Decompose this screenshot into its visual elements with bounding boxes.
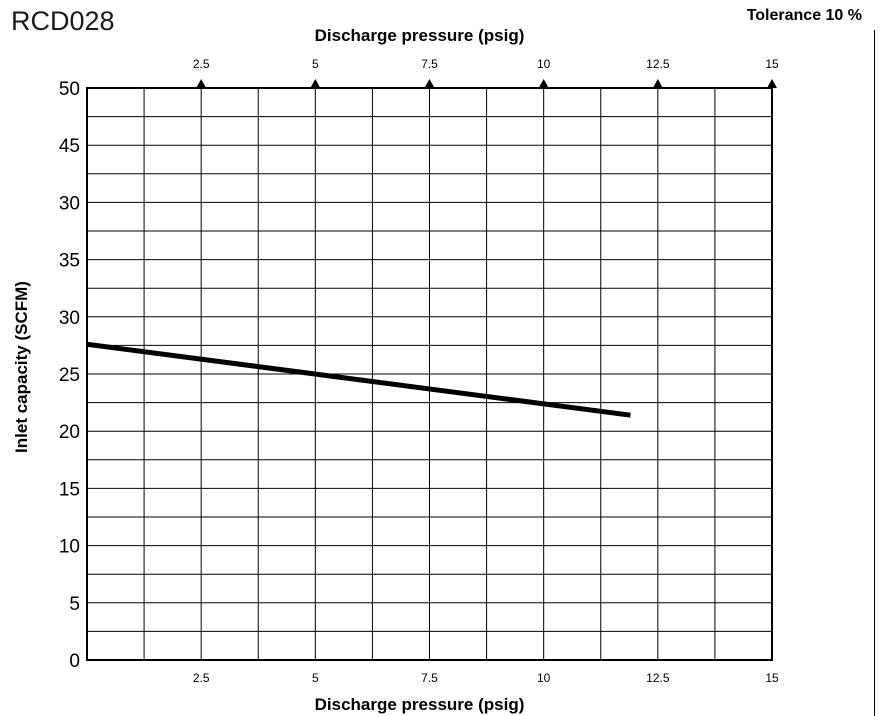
x-tick-marker-top — [424, 79, 435, 88]
x-tick-label-top: 15 — [765, 57, 779, 71]
x-tick-label-bottom: 2.5 — [193, 671, 210, 685]
top-axis-markers — [196, 79, 777, 88]
y-tick-label: 45 — [59, 136, 80, 157]
tolerance-label: Tolerance 10 % — [746, 7, 862, 24]
y-tick-label: 35 — [59, 251, 80, 272]
x-tick-label-top: 12.5 — [646, 57, 670, 71]
model-title: RCD028 — [11, 6, 115, 36]
x-tick-label-bottom: 5 — [312, 671, 319, 685]
x-tick-marker-top — [538, 79, 549, 88]
y-tick-label: 0 — [69, 651, 80, 672]
x-tick-label-bottom: 7.5 — [421, 671, 438, 685]
capacity-curve — [86, 341, 631, 418]
x-tick-marker-top — [196, 79, 207, 88]
x-tick-label-top: 10 — [537, 57, 551, 71]
y-tick-label: 20 — [59, 422, 80, 443]
x-tick-marker-top — [310, 79, 321, 88]
y-tick-label: 30 — [59, 308, 80, 329]
y-tick-label: 5 — [69, 594, 80, 615]
x-tick-label-bottom: 15 — [765, 671, 779, 685]
frame-border — [874, 30, 875, 716]
x-tick-marker-top — [652, 79, 663, 88]
x-axis-title-top: Discharge pressure (psig) — [315, 26, 525, 45]
y-tick-labels: 0 5 10 15 20 25 30 35 30 45 50 — [59, 79, 80, 672]
x-tick-label-top: 2.5 — [193, 57, 210, 71]
x-tick-label-bottom: 12.5 — [646, 671, 670, 685]
x-axis-title: Discharge pressure (psig) — [315, 695, 525, 714]
x-tick-label-top: 5 — [312, 57, 319, 71]
bottom-tick-labels: 2.5 5 7.5 10 12.5 15 — [193, 671, 779, 685]
y-tick-label: 50 — [59, 79, 80, 100]
y-tick-label: 25 — [59, 365, 80, 386]
x-tick-marker-top — [767, 79, 777, 88]
y-tick-label: 15 — [59, 479, 80, 500]
y-axis-title: Inlet capacity (SCFM) — [12, 281, 31, 453]
y-tick-label: 10 — [59, 537, 80, 558]
major-grid — [143, 88, 716, 660]
y-tick-label: 30 — [59, 193, 80, 214]
top-tick-labels: 2.5 5 7.5 10 12.5 15 — [193, 57, 779, 71]
series-layer — [86, 341, 631, 418]
x-tick-label-top: 7.5 — [421, 57, 438, 71]
x-tick-label-bottom: 10 — [537, 671, 551, 685]
